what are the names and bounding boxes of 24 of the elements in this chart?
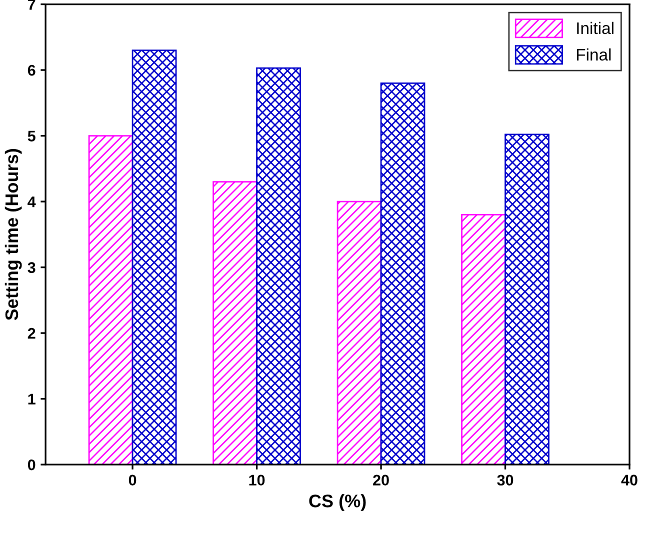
x-tick-label: 20 — [373, 474, 389, 486]
y-tick-label: 1 — [28, 394, 36, 404]
bar — [504, 134, 550, 465]
x-axis-title: CS (%) — [309, 494, 366, 511]
y-tick-label: 0 — [28, 459, 36, 470]
y-tick-label: 4 — [28, 196, 36, 208]
x-tick-label: 0 — [128, 474, 136, 486]
bar — [336, 200, 382, 465]
bar — [380, 82, 426, 465]
bar — [88, 135, 134, 465]
bar — [461, 214, 506, 465]
x-tick-label: 40 — [621, 474, 638, 486]
bar — [256, 67, 301, 465]
x-tick-label: 10 — [249, 474, 265, 486]
y-tick-label: 2 — [28, 328, 36, 339]
y-axis-title: Setting time (Hours) — [4, 149, 22, 320]
legend-label: Initial — [577, 22, 614, 34]
y-tick-label: 5 — [28, 130, 36, 142]
legend-label: Final — [576, 48, 611, 61]
y-tick-label: 6 — [28, 64, 36, 76]
x-tick-label: 30 — [497, 474, 514, 486]
y-tick-label: 3 — [28, 262, 36, 274]
bar — [132, 50, 177, 465]
bar — [212, 181, 258, 465]
